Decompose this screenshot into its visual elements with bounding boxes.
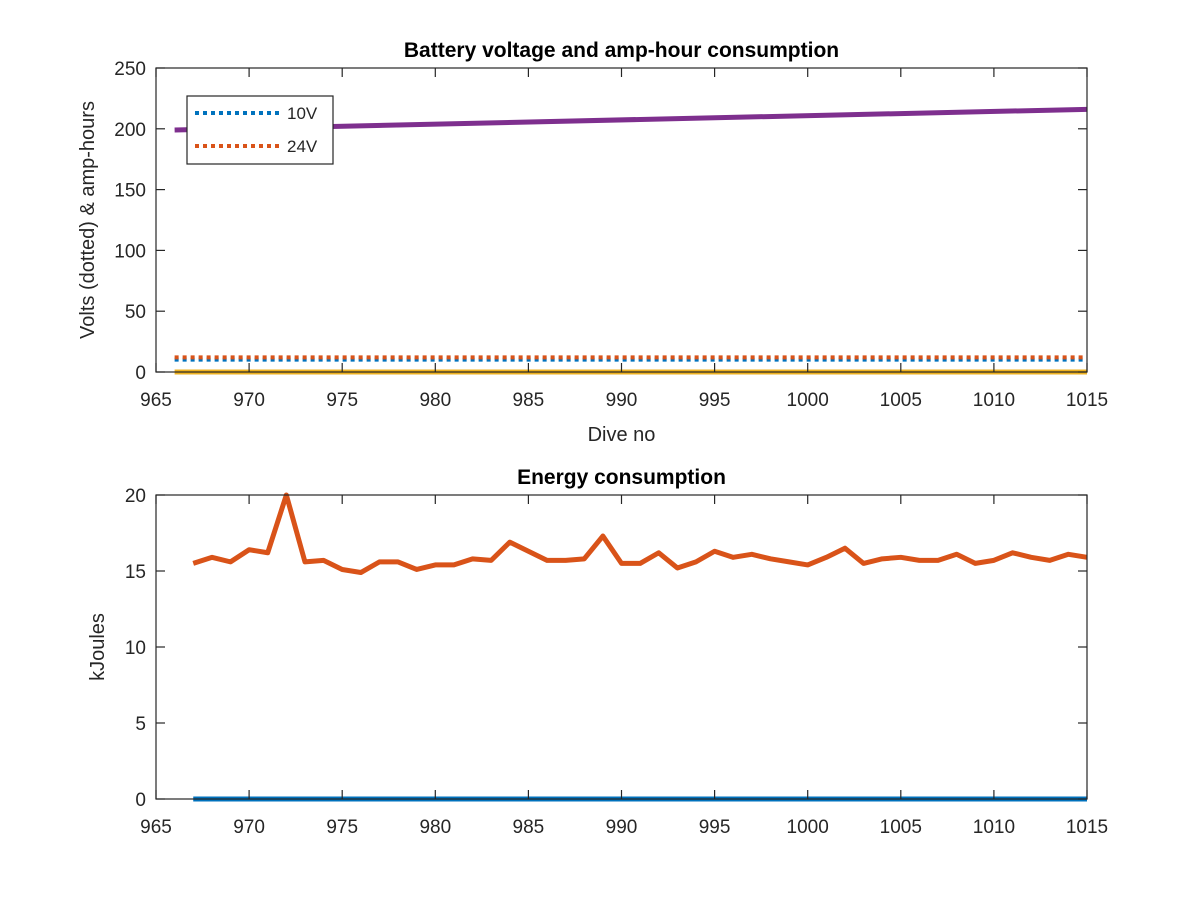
y-tick-label: 250: [114, 59, 146, 80]
y-tick-label: 100: [114, 241, 146, 262]
battery-chart: 965 970 975 980 985 990 995 1000 1005 1010 1015 0 50…: [77, 39, 1108, 446]
x-tick-label: 985: [513, 817, 545, 838]
chart-title: Energy consumption: [517, 466, 726, 489]
legend-label-24V: 24V: [287, 137, 318, 156]
x-tick-label: 1015: [1066, 817, 1108, 838]
x-tick-label: 970: [233, 390, 265, 411]
x-tick-label: 1010: [973, 390, 1015, 411]
x-tick-label: 975: [326, 817, 358, 838]
x-tick-label: 975: [326, 390, 358, 411]
series-line-series-1: [192, 492, 1088, 576]
x-tick-label: 970: [233, 817, 265, 838]
x-tick-label: 1000: [787, 390, 829, 411]
x-tick-label: 1010: [973, 817, 1015, 838]
x-tick-label: 995: [699, 817, 731, 838]
x-tick-label: 1005: [880, 817, 922, 838]
chart-title: Battery voltage and amp-hour consumption: [404, 39, 839, 62]
y-tick-label: 200: [114, 120, 146, 141]
x-tick-label: 965: [140, 817, 172, 838]
y-tick-label: 5: [135, 714, 146, 735]
y-axis-label: kJoules: [87, 613, 109, 681]
x-tick-label: 1000: [787, 817, 829, 838]
energy-chart: 965 970 975 980 985 990 995 1000 1005 1010 1015051…: [87, 466, 1108, 838]
y-axis-label: Volts (dotted) & amp-hours: [77, 101, 99, 339]
x-tick-label: 985: [513, 390, 545, 411]
x-tick-label: 995: [699, 390, 731, 411]
y-tick-label: 20: [125, 486, 146, 507]
x-tick-label: 980: [419, 390, 451, 411]
x-tick-label: 1015: [1066, 390, 1108, 411]
y-tick-label: 15: [125, 562, 146, 583]
legend-label-10V: 10V: [287, 104, 318, 123]
x-tick-label: 990: [606, 817, 638, 838]
x-tick-label: 965: [140, 390, 172, 411]
y-tick-label: 50: [125, 302, 146, 323]
y-tick-label: 0: [135, 363, 146, 384]
plot-area: [156, 495, 1087, 799]
y-tick-label: 0: [135, 790, 146, 811]
x-tick-label: 1005: [880, 390, 922, 411]
x-tick-label: 980: [419, 817, 451, 838]
legend-box: [186, 95, 334, 165]
x-tick-label: 990: [606, 390, 638, 411]
x-axis-label: Dive no: [588, 424, 656, 446]
y-tick-label: 10: [125, 638, 146, 659]
y-tick-label: 150: [114, 181, 146, 202]
legend: 10V 24V: [186, 95, 334, 165]
